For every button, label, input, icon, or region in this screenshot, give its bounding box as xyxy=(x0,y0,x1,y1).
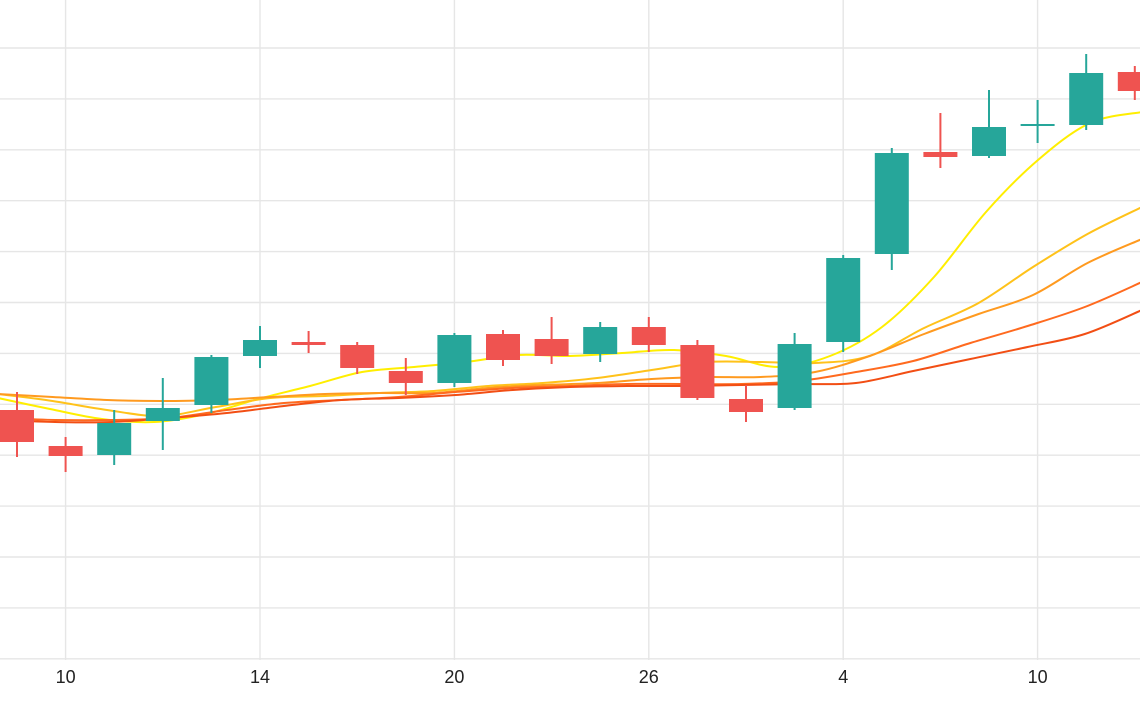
candle-body xyxy=(243,340,277,356)
candle-body xyxy=(534,339,569,356)
candle-body xyxy=(729,399,763,412)
candle-up xyxy=(972,90,1006,158)
moving-average-layer xyxy=(0,111,1140,424)
candle-up xyxy=(826,255,861,352)
candle-down xyxy=(534,317,569,364)
candle-down xyxy=(340,342,375,374)
candle-body xyxy=(583,327,618,354)
candle-down xyxy=(486,330,520,366)
moving-average-line-2 xyxy=(0,206,1140,418)
candle-down xyxy=(729,385,763,422)
candle-body xyxy=(1020,124,1055,126)
candle-body xyxy=(145,408,180,421)
x-tick-label: 4 xyxy=(838,667,848,687)
candle-body xyxy=(923,152,958,157)
candle-body xyxy=(631,327,666,345)
candle-up xyxy=(777,333,812,410)
candle-up xyxy=(194,355,229,413)
candle-body xyxy=(826,258,861,342)
candle-body xyxy=(48,446,83,456)
candle-layer xyxy=(0,54,1140,472)
candle-down xyxy=(1117,66,1140,100)
candle-body xyxy=(0,410,34,442)
moving-average-line-5 xyxy=(0,309,1140,424)
candle-body xyxy=(972,127,1006,156)
candle-down xyxy=(923,113,958,168)
candle-down xyxy=(631,317,666,352)
x-axis: 10 14 20 26 4 10 xyxy=(56,667,1048,687)
candle-body xyxy=(340,345,375,368)
candle-down xyxy=(388,358,423,395)
candle-body xyxy=(777,344,812,408)
grid-layer xyxy=(0,0,1140,660)
moving-average-line-3 xyxy=(0,238,1140,402)
x-tick-label: 14 xyxy=(250,667,270,687)
candle-body xyxy=(291,342,326,345)
candle-up xyxy=(1069,54,1104,130)
candle-up xyxy=(583,322,618,362)
candle-down xyxy=(291,331,326,353)
candle-body xyxy=(97,423,132,455)
candle-body xyxy=(486,334,520,360)
candle-down xyxy=(0,392,34,457)
x-tick-label: 26 xyxy=(639,667,659,687)
moving-average-line-1 xyxy=(0,111,1140,424)
candle-body xyxy=(194,357,229,405)
candle-down xyxy=(680,340,715,400)
candle-body xyxy=(874,153,909,254)
candle-body xyxy=(1069,73,1104,125)
candle-down xyxy=(48,437,83,472)
x-tick-label: 10 xyxy=(56,667,76,687)
x-tick-label: 20 xyxy=(444,667,464,687)
candle-body xyxy=(1117,72,1140,91)
candle-up xyxy=(437,333,472,387)
candle-up xyxy=(145,378,180,450)
x-tick-label: 10 xyxy=(1028,667,1048,687)
candle-up xyxy=(97,410,132,465)
candle-up xyxy=(1020,100,1055,143)
candle-body xyxy=(437,335,472,383)
candle-body xyxy=(388,371,423,383)
candle-body xyxy=(680,345,715,398)
candle-up xyxy=(874,148,909,270)
candle-up xyxy=(243,326,277,368)
